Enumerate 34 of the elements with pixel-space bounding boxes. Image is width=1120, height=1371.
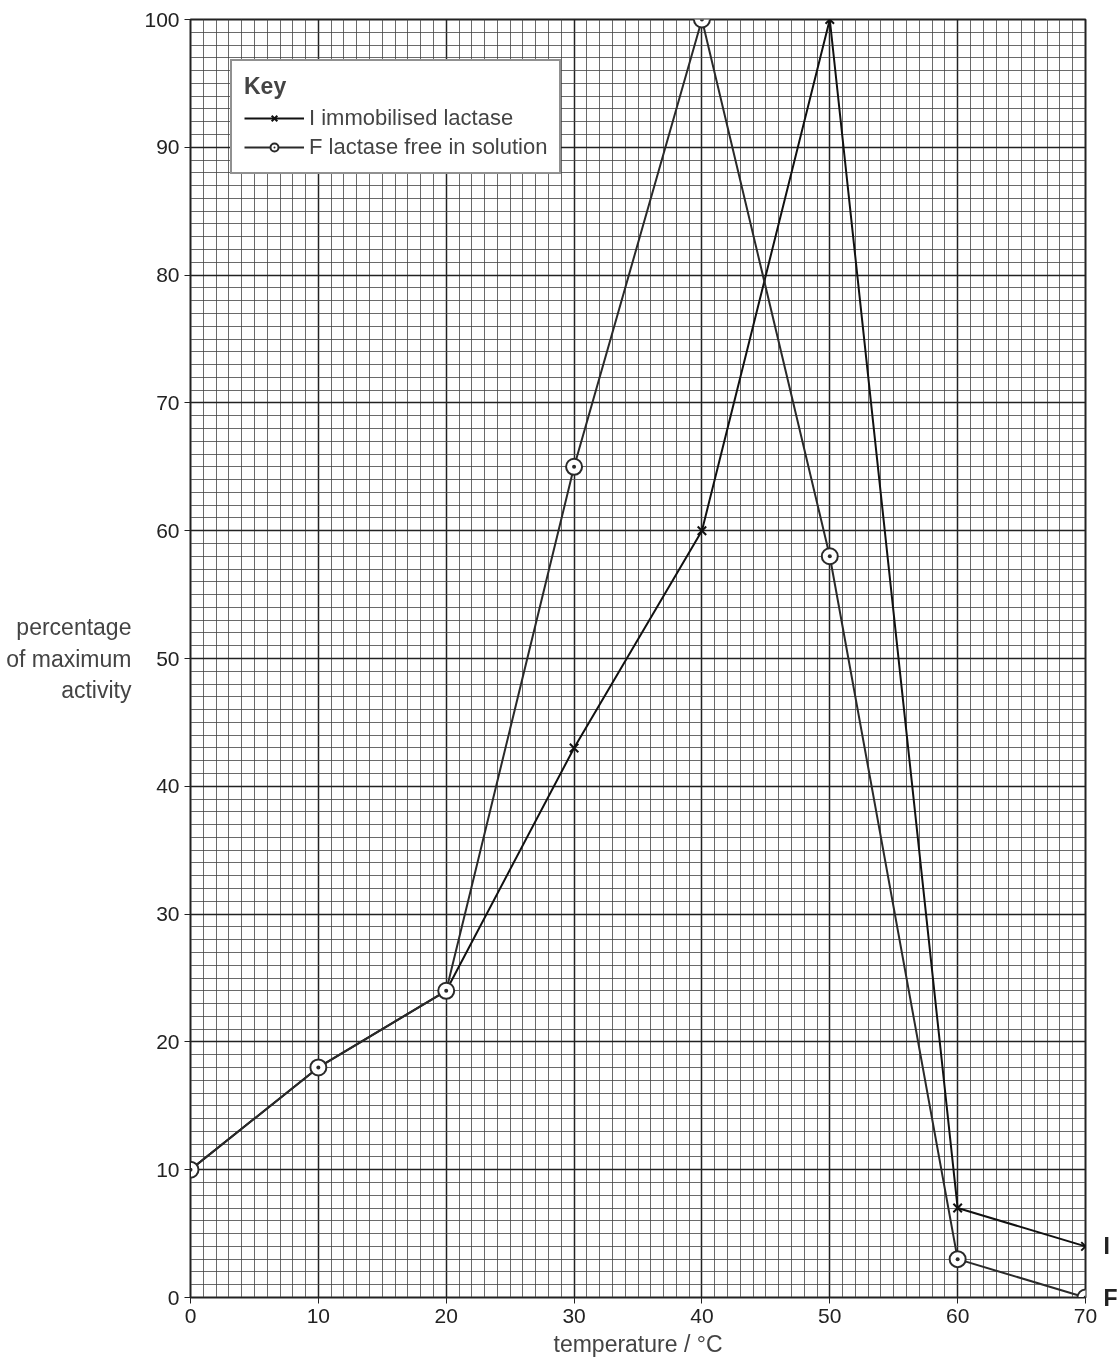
x-tick-label: 10 (306, 1303, 331, 1327)
y-tick-label: 10 (156, 1157, 180, 1181)
point (948, 1250, 967, 1269)
annotation: F (1103, 1284, 1118, 1311)
x-tick-label: 30 (562, 1303, 586, 1327)
y-tick-label: 30 (156, 902, 180, 926)
y-tick-label: 50 (156, 646, 180, 670)
x-axis-title: temperature / °C (553, 1330, 723, 1357)
legend-title: Key (244, 73, 288, 100)
y-tick-label: 60 (156, 518, 180, 542)
y-tick-label: 80 (156, 263, 180, 287)
y-tick-label: 90 (156, 135, 180, 159)
y-axis-title: percentage of maximum activity (6, 614, 132, 703)
annotation: I (1103, 1233, 1110, 1260)
y-tick-label: 20 (156, 1029, 180, 1053)
x-tick-label: 60 (945, 1303, 970, 1327)
x-tick-label: 0 (184, 1303, 197, 1327)
y-tick-label: 40 (156, 774, 180, 798)
point (565, 457, 584, 476)
point (309, 1058, 328, 1077)
point (568, 742, 580, 754)
y-tick-label: 70 (156, 390, 180, 414)
point (437, 981, 456, 1000)
x-tick-label: 20 (434, 1303, 458, 1327)
y-tick-label: 100 (144, 7, 180, 31)
y-tick-label: 0 (167, 1285, 180, 1309)
point (952, 1202, 963, 1214)
x-tick-label: 40 (690, 1303, 714, 1327)
legend-label: I immobilised lactase (309, 105, 514, 131)
x-tick-label: 50 (818, 1303, 842, 1327)
point (696, 525, 708, 536)
point (820, 547, 839, 566)
legend-label: F lactase free in solution (309, 134, 548, 160)
x-tick-label: 70 (1073, 1303, 1098, 1327)
